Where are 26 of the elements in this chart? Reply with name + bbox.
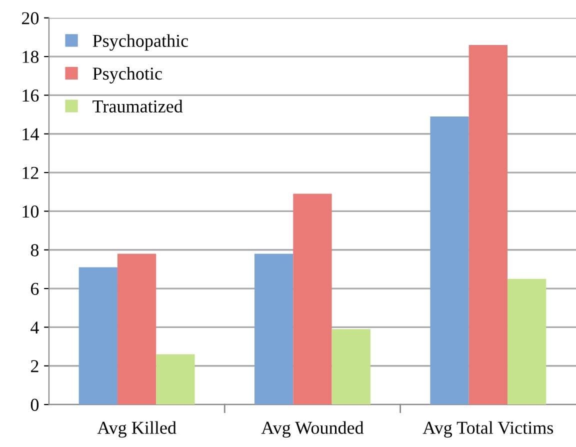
legend-label: Traumatized [92,100,183,113]
bar [156,354,195,405]
x-tick-label: Avg Total Victims [422,421,554,438]
bar [293,194,332,405]
bar [507,278,546,405]
y-tick-label: 0 [30,398,39,411]
y-tick-label: 20 [22,12,39,24]
bar [117,254,156,405]
legend-label: Psychotic [92,67,162,84]
y-tick-label: 14 [22,128,39,140]
y-tick-label: 4 [30,322,39,334]
y-tick-label: 16 [22,90,39,102]
bar [468,44,508,405]
bar [332,329,370,405]
x-tick-label: Avg Killed [97,421,176,438]
bar [430,116,469,405]
bar [78,267,118,405]
y-tick-label: 6 [30,282,39,295]
x-tick-label: Avg Wounded [261,421,364,438]
y-tick-label: 12 [22,166,38,179]
bar [254,254,294,405]
y-tick-label: 8 [30,244,39,256]
y-tick-label: 10 [22,205,39,218]
y-tick-label: 2 [31,360,38,372]
legend-label: Psychopathic [92,34,188,51]
y-tick-label: 18 [22,50,39,63]
